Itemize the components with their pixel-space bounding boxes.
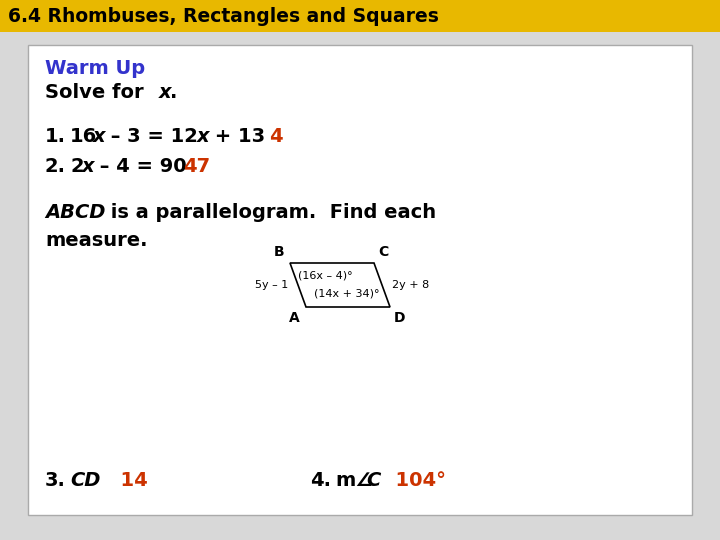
Text: C: C: [378, 245, 388, 259]
Text: 4: 4: [269, 126, 283, 145]
Text: B: B: [274, 245, 284, 259]
Text: 3.: 3.: [45, 470, 66, 489]
Text: CD: CD: [70, 470, 101, 489]
Text: x: x: [197, 126, 210, 145]
Text: x: x: [82, 157, 94, 176]
Text: A: A: [289, 311, 300, 325]
Text: 2: 2: [70, 157, 84, 176]
Text: 16: 16: [70, 126, 97, 145]
Text: 47: 47: [183, 157, 210, 176]
Text: 1.: 1.: [45, 126, 66, 145]
Text: (14x + 34)°: (14x + 34)°: [314, 289, 379, 299]
Text: D: D: [394, 311, 405, 325]
Text: 6.4 Rhombuses, Rectangles and Squares: 6.4 Rhombuses, Rectangles and Squares: [8, 6, 439, 25]
Text: measure.: measure.: [45, 231, 148, 249]
Text: + 13: + 13: [208, 126, 265, 145]
Text: m∠: m∠: [335, 470, 373, 489]
Text: 2.: 2.: [45, 157, 66, 176]
Text: – 4 = 90: – 4 = 90: [93, 157, 186, 176]
Text: Solve for: Solve for: [45, 84, 150, 103]
Bar: [28, 45, 692, 515]
Text: 2y + 8: 2y + 8: [392, 280, 429, 290]
Text: 14: 14: [107, 470, 148, 489]
Text: .: .: [170, 84, 177, 103]
Text: is a parallelogram.  Find each: is a parallelogram. Find each: [104, 202, 436, 221]
Text: – 3 = 12: – 3 = 12: [104, 126, 198, 145]
Text: ABCD: ABCD: [45, 202, 106, 221]
Text: x: x: [159, 84, 171, 103]
Text: Warm Up: Warm Up: [45, 58, 145, 78]
Text: (16x – 4)°: (16x – 4)°: [298, 271, 353, 281]
Text: 4.: 4.: [310, 470, 331, 489]
Bar: [0, 0, 720, 32]
Text: 5y – 1: 5y – 1: [255, 280, 288, 290]
Text: 104°: 104°: [382, 470, 446, 489]
Text: C: C: [366, 470, 380, 489]
Text: x: x: [93, 126, 106, 145]
